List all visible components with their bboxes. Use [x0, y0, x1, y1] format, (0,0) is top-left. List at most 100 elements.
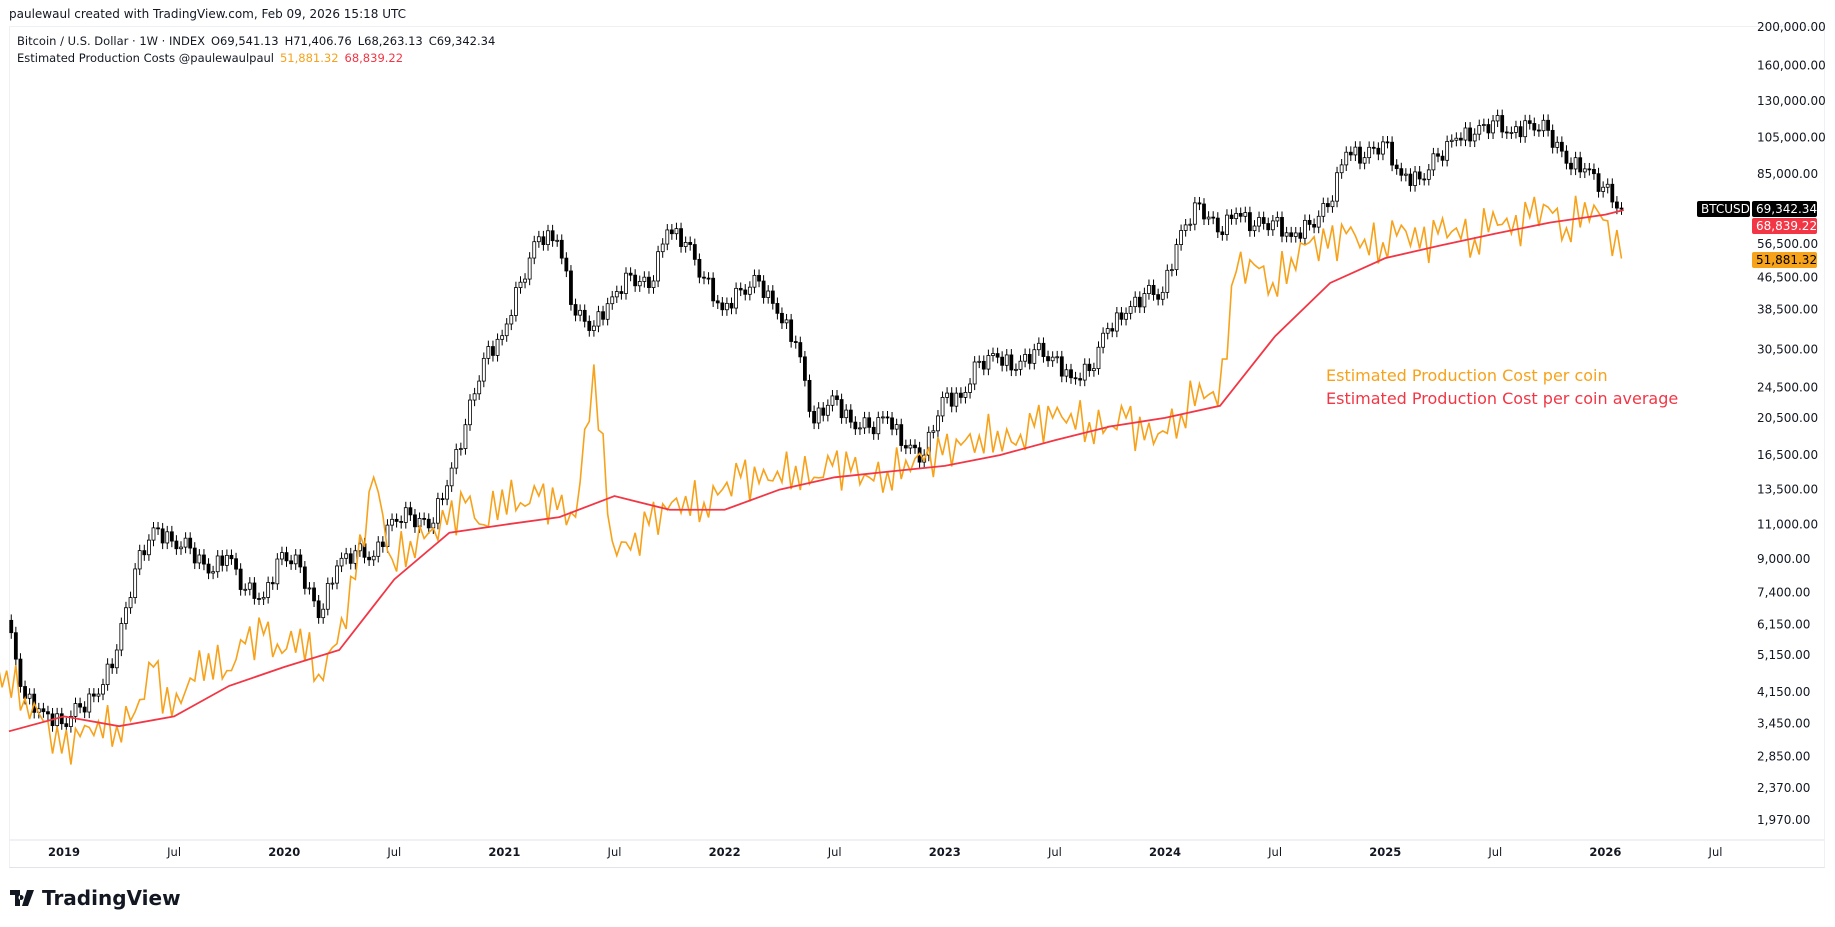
candle-down: [348, 553, 353, 564]
candle-up: [243, 588, 248, 591]
y-tick-label: 5,150.00: [1757, 648, 1810, 662]
candle-up: [674, 228, 679, 235]
candle-up: [1270, 220, 1275, 231]
candle-down: [1440, 155, 1445, 161]
candle-down: [1518, 126, 1523, 138]
candle-down: [628, 272, 633, 276]
symbol-title: Bitcoin / U.S. Dollar · 1W · INDEX: [17, 34, 205, 48]
candle-up: [555, 239, 560, 242]
indicator-legend[interactable]: Estimated Production Costs @paulewaulpau…: [17, 51, 409, 65]
candle-up: [578, 309, 582, 316]
candle-down: [1408, 173, 1413, 186]
candle-down: [1385, 141, 1390, 144]
candle-down: [582, 309, 587, 322]
candle-down: [192, 547, 197, 564]
candle-up: [1426, 169, 1431, 180]
candle-up: [486, 346, 491, 359]
candle-down: [720, 302, 725, 311]
candle-down: [1307, 219, 1312, 225]
candle-down: [156, 527, 160, 530]
x-tick-label: Jul: [1708, 845, 1723, 859]
candle-up: [500, 335, 505, 340]
candle-up: [133, 568, 138, 598]
candle-down: [780, 312, 784, 324]
candle-up: [1321, 203, 1326, 217]
candle-up: [514, 287, 518, 316]
candle-down: [697, 258, 702, 278]
candle-down: [1500, 115, 1505, 133]
candle-down: [711, 277, 716, 302]
y-tick-label: 6,150.00: [1757, 617, 1810, 631]
candle-down: [812, 411, 816, 424]
candle-up: [1303, 219, 1307, 239]
candle-down: [803, 356, 807, 381]
candle-up: [766, 290, 771, 298]
candle-down: [1486, 124, 1491, 134]
candle-down: [601, 311, 605, 320]
candle-up: [637, 281, 642, 287]
candle-up: [339, 557, 344, 567]
candle-up: [1243, 212, 1248, 217]
candle-up: [642, 276, 647, 282]
annotation-avg: Estimated Production Cost per coin avera…: [1326, 389, 1679, 408]
candle-up: [546, 230, 550, 245]
candle-down: [1596, 173, 1601, 192]
candle-down: [770, 290, 775, 304]
tradingview-logo[interactable]: TradingView: [10, 886, 181, 910]
candle-down: [1137, 296, 1142, 308]
candle-down: [899, 424, 904, 446]
candle-up: [536, 236, 541, 243]
candle-down: [110, 663, 115, 669]
candle-down: [174, 540, 179, 550]
candle-down: [1041, 342, 1046, 357]
candle-up: [321, 608, 326, 619]
x-tick-label: 2022: [709, 845, 741, 859]
candle-down: [559, 239, 564, 259]
candle-up: [660, 243, 665, 253]
y-tick-label: 9,000.00: [1757, 552, 1810, 566]
candle-up: [1023, 354, 1027, 362]
candle-down: [550, 230, 555, 242]
candle-up: [1160, 291, 1165, 300]
candle-up: [124, 607, 128, 624]
candle-down: [1326, 203, 1330, 208]
candle-up: [816, 407, 821, 424]
candle-up: [330, 582, 335, 585]
candle-down: [9, 619, 14, 634]
candle-up: [463, 424, 468, 449]
candle-up: [862, 417, 867, 429]
candle-up: [1036, 342, 1041, 351]
candle-down: [1215, 217, 1220, 233]
candle-up: [747, 286, 752, 295]
candle-up: [940, 396, 945, 417]
candle-up: [1165, 269, 1170, 293]
x-tick-label: Jul: [827, 845, 842, 859]
x-tick-label: 2019: [48, 845, 80, 859]
candle-down: [13, 632, 18, 660]
candle-up: [1335, 172, 1339, 202]
candle-up: [454, 449, 459, 469]
chart-credit: paulewaul created with TradingView.com, …: [9, 7, 406, 21]
candle-up: [445, 485, 450, 500]
y-tick-label: 1,970.00: [1757, 813, 1810, 827]
candle-up: [1495, 115, 1500, 122]
x-tick-label: Jul: [607, 845, 622, 859]
last-price-label: 69,342.34: [1752, 201, 1817, 217]
candle-down: [1399, 168, 1404, 176]
candle-up: [830, 395, 835, 406]
candle-down: [1289, 232, 1294, 237]
x-tick-label: Jul: [166, 845, 181, 859]
candle-up: [1170, 269, 1174, 272]
candle-down: [1527, 120, 1532, 124]
candle-up: [211, 571, 216, 574]
symbol-legend[interactable]: Bitcoin / U.S. Dollar · 1W · INDEX O69,54…: [17, 34, 501, 48]
candle-up: [1449, 139, 1454, 142]
candle-up: [1481, 124, 1486, 126]
candle-up: [1605, 183, 1610, 188]
candle-down: [839, 399, 844, 419]
candle-up: [954, 392, 959, 407]
candle-up: [1124, 312, 1128, 320]
candle-down: [298, 554, 303, 568]
candle-up: [371, 555, 376, 561]
